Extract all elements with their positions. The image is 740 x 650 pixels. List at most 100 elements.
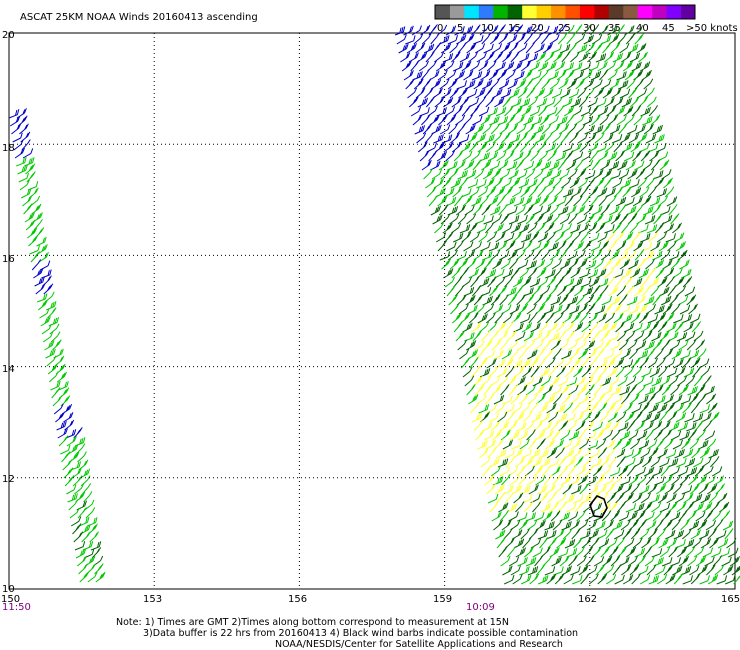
wind-barb: [567, 511, 579, 522]
wind-barb: [66, 484, 77, 495]
wind-barb: [573, 366, 584, 378]
wind-barb: [562, 483, 573, 495]
wind-barb: [551, 385, 562, 396]
wind-barb: [446, 285, 456, 297]
note-line-3: NOAA/NESDIS/Center for Satellite Applica…: [275, 639, 563, 650]
wind-barb: [653, 429, 664, 441]
wind-barb: [566, 330, 576, 342]
wind-barb: [617, 376, 628, 387]
wind-barb: [506, 287, 517, 297]
wind-barb: [604, 267, 615, 279]
wind-barb: [60, 395, 71, 407]
wind-barb: [496, 367, 508, 378]
wind-barb: [646, 177, 656, 189]
wind-barb: [645, 87, 655, 99]
wind-barb: [463, 70, 474, 81]
wind-barb: [610, 510, 621, 522]
wind-barb: [509, 304, 521, 315]
wind-barb: [465, 295, 476, 306]
wind-barb: [422, 78, 432, 90]
legend-label: 25: [558, 23, 571, 34]
wind-barb: [469, 357, 479, 369]
wind-barb: [405, 35, 416, 45]
wind-barb: [536, 222, 546, 234]
wind-barb: [557, 330, 567, 342]
wind-barb: [599, 114, 610, 126]
wind-barb: [477, 357, 488, 369]
wind-barb: [659, 330, 670, 342]
wind-barb: [616, 240, 627, 252]
wind-barb: [463, 241, 474, 252]
wind-barb: [557, 159, 567, 171]
wind-barb: [587, 440, 599, 450]
wind-barb: [39, 308, 50, 319]
wind-barb: [581, 195, 591, 207]
wind-barb: [676, 375, 688, 387]
wind-barb: [563, 448, 575, 459]
wind-barb: [596, 187, 608, 198]
wind-barb: [635, 420, 646, 432]
wind-barb: [492, 132, 503, 144]
wind-barb: [421, 159, 432, 171]
wind-barb: [497, 69, 508, 81]
wind-barb: [648, 447, 659, 459]
wind-barb: [513, 24, 524, 36]
wind-barb: [398, 43, 409, 54]
wind-barb: [406, 43, 417, 54]
wind-barb: [690, 402, 700, 414]
wind-barb: [645, 258, 655, 270]
wind-barb: [576, 555, 587, 567]
wind-barb: [477, 313, 488, 324]
wind-barb: [556, 24, 566, 36]
wind-barb: [526, 260, 537, 270]
wind-barb: [556, 366, 566, 378]
wind-barb: [518, 178, 530, 189]
wind-barb: [523, 160, 535, 171]
wind-barb: [632, 537, 643, 549]
wind-barb: [625, 457, 636, 468]
wind-barb: [611, 303, 622, 315]
legend-swatch: [492, 5, 508, 19]
wind-barb: [654, 134, 665, 144]
wind-barb: [544, 222, 555, 234]
map-title: ASCAT 25KM NOAA Winds 20160413 ascending: [20, 12, 258, 23]
wind-barb: [673, 232, 685, 243]
wind-barb: [578, 178, 589, 189]
wind-barb: [670, 384, 681, 396]
wind-barb: [417, 52, 428, 63]
wind-barb: [546, 107, 558, 117]
wind-barb: [608, 501, 619, 513]
wind-barb: [472, 115, 483, 126]
wind-barb: [619, 259, 630, 270]
wind-barb: [481, 33, 491, 45]
wind-barb: [617, 330, 627, 342]
wind-barb: [509, 88, 520, 99]
wind-barb: [637, 133, 648, 144]
wind-barb: [599, 69, 609, 81]
wind-barb: [613, 438, 623, 450]
wind-barb: [596, 438, 607, 450]
wind-barb: [489, 33, 500, 45]
wind-barb: [509, 258, 519, 270]
wind-barb: [508, 215, 520, 225]
wind-barb: [447, 249, 458, 261]
wind-barb: [493, 394, 505, 405]
wind-barb: [566, 502, 577, 513]
wind-barb: [670, 213, 680, 225]
wind-barb: [47, 307, 57, 319]
wind-barb: [471, 24, 481, 36]
wind-barb: [491, 43, 503, 54]
wind-barb: [472, 159, 482, 171]
wind-barb: [597, 232, 608, 243]
wind-barb: [552, 132, 563, 144]
wind-barb: [473, 420, 483, 432]
wind-barb: [470, 322, 482, 333]
wind-barb: [473, 35, 484, 45]
wind-barb: [639, 574, 651, 585]
wind-barb: [434, 222, 444, 234]
wind-barb: [537, 186, 547, 198]
wind-barb: [454, 195, 464, 207]
legend-swatch: [593, 5, 609, 19]
wind-barb: [509, 134, 521, 144]
wind-barb: [678, 384, 689, 396]
